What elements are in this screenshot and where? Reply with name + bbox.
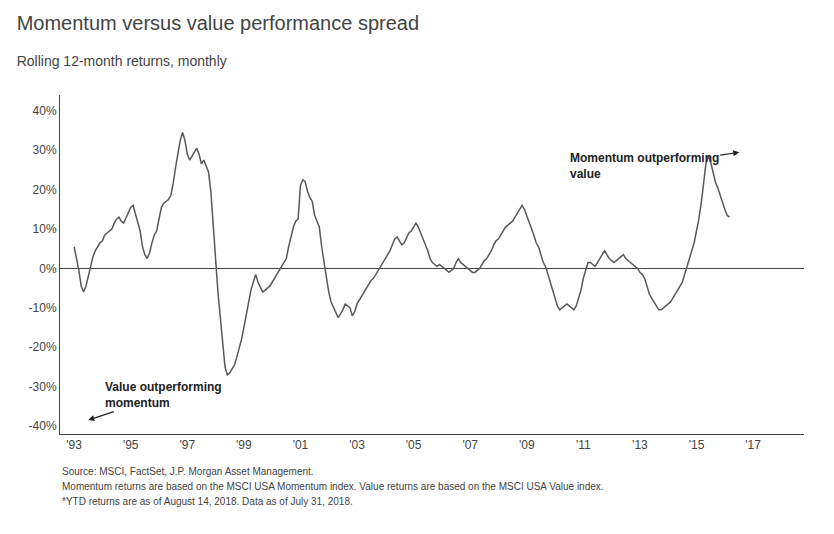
svg-text:-40%: -40% [29,419,57,433]
svg-text:'05: '05 [406,438,422,452]
svg-text:Value outperformingmomentum: Value outperformingmomentum [105,380,222,410]
svg-text:40%: 40% [33,104,57,118]
svg-text:'93: '93 [66,438,82,452]
svg-text:'03: '03 [349,438,365,452]
svg-text:*YTD returns are as of August: *YTD returns are as of August 14, 2018. … [62,496,353,507]
svg-text:'11: '11 [576,438,591,452]
svg-text:'07: '07 [462,438,478,452]
svg-text:-20%: -20% [29,340,57,354]
svg-text:'01: '01 [293,438,309,452]
svg-text:10%: 10% [33,222,57,236]
svg-text:'99: '99 [236,438,252,452]
svg-text:Rolling 12-month returns, mont: Rolling 12-month returns, monthly [17,53,227,69]
svg-text:30%: 30% [33,143,57,157]
svg-text:20%: 20% [33,183,57,197]
svg-text:Source: MSCI, FactSet, J.P. Mo: Source: MSCI, FactSet, J.P. Morgan Asset… [62,466,314,477]
svg-text:Momentum versus value performa: Momentum versus value performance spread [17,12,419,34]
svg-text:Momentum returns are based on: Momentum returns are based on the MSCI U… [62,481,604,492]
svg-text:'09: '09 [519,438,535,452]
svg-text:'95: '95 [123,438,139,452]
svg-text:0%: 0% [39,262,57,276]
svg-text:'15: '15 [689,438,705,452]
svg-text:Momentum outperformingvalue: Momentum outperformingvalue [570,151,719,181]
svg-text:'97: '97 [179,438,195,452]
svg-text:'13: '13 [632,438,648,452]
svg-text:-30%: -30% [29,380,57,394]
svg-text:'17: '17 [745,438,761,452]
svg-text:-10%: -10% [29,301,57,315]
